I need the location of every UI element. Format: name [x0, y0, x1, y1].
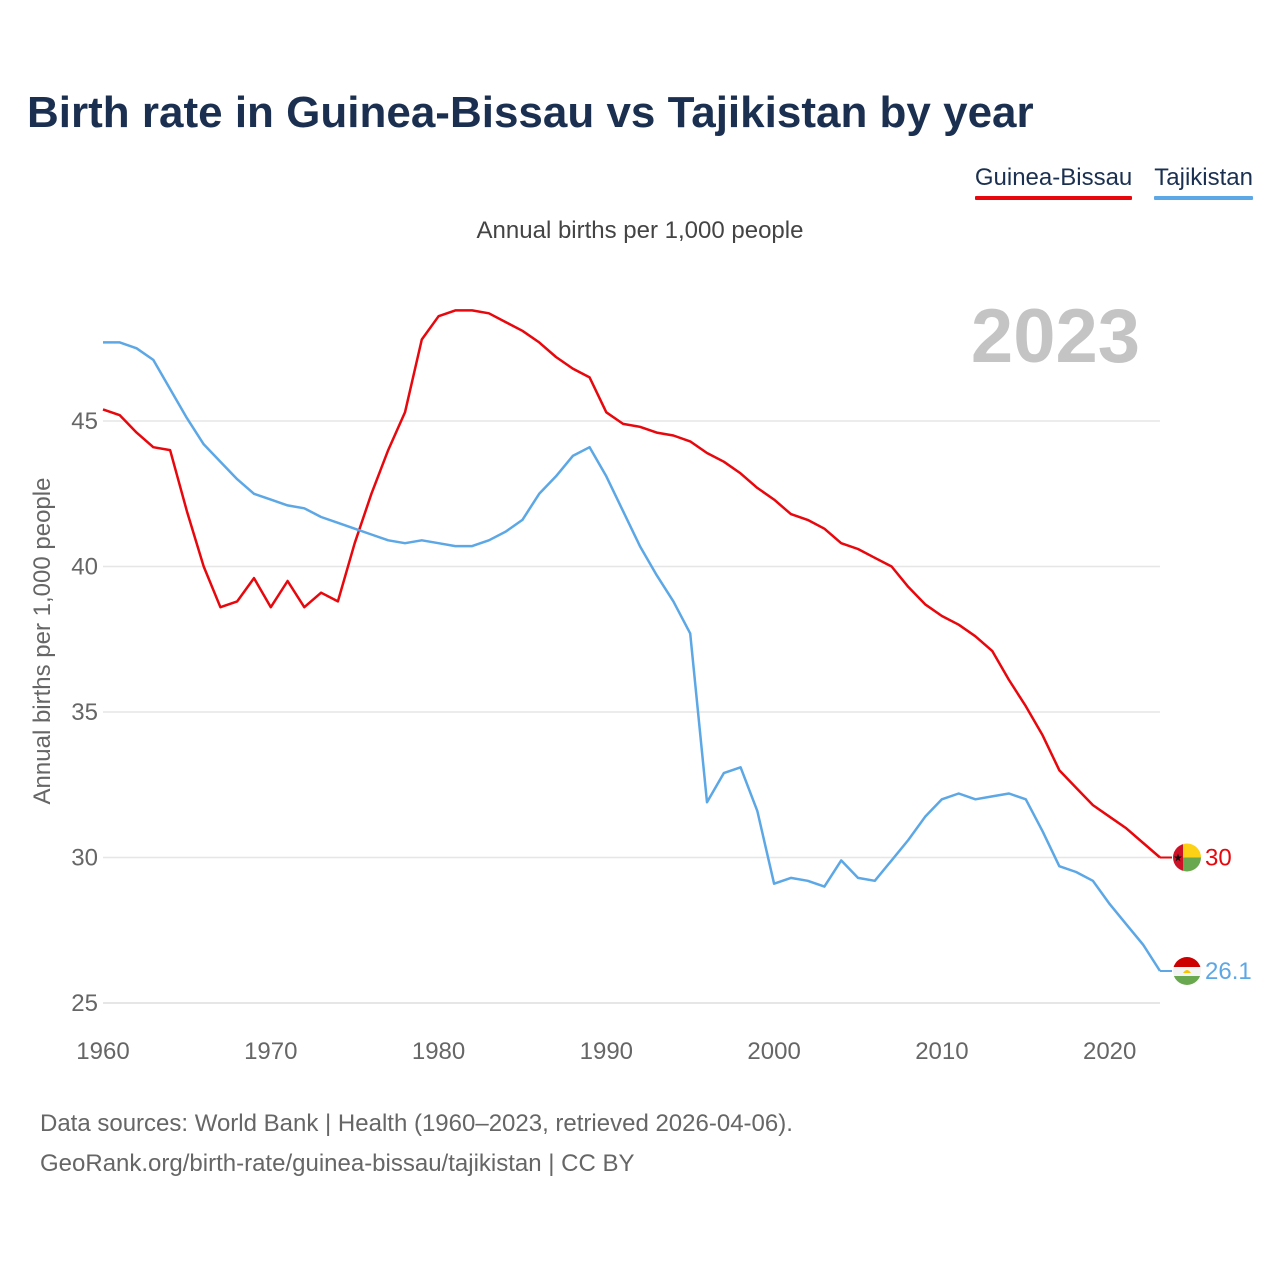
grid-lines	[103, 420, 1160, 1004]
guinea-bissau-flag-icon	[1173, 843, 1201, 872]
chart-subtitle: Annual births per 1,000 people	[476, 217, 804, 244]
x-tick-label: 1980	[412, 1038, 465, 1065]
series-lines	[102, 309, 1172, 972]
footer-link[interactable]: GeoRank.org/birth-rate/guinea-bissau/taj…	[40, 1150, 635, 1177]
y-axis-label: Annual births per 1,000 people	[29, 478, 56, 805]
y-axis-ticks: 25 30 35 40 45	[71, 408, 98, 1017]
x-tick-label: 2000	[747, 1038, 800, 1065]
legend-item-guinea-bissau[interactable]: Guinea-Bissau	[974, 164, 1133, 200]
x-tick-label: 1970	[244, 1038, 297, 1065]
y-tick-label: 25	[71, 990, 98, 1017]
year-watermark: 2023	[971, 294, 1140, 379]
end-value-label: 26.1	[1205, 958, 1252, 985]
legend-label-guinea-bissau: Guinea-Bissau	[974, 164, 1133, 191]
footer: Data sources: World Bank | Health (1960–…	[40, 1104, 793, 1184]
x-tick-label: 2020	[1083, 1038, 1136, 1065]
chart-title: Birth rate in Guinea-Bissau vs Tajikista…	[27, 88, 1034, 137]
x-tick-label: 1990	[580, 1038, 633, 1065]
legend-swatch-guinea-bissau	[974, 196, 1133, 200]
y-tick-label: 40	[71, 554, 98, 581]
end-value-label: 30	[1205, 845, 1232, 872]
series-line-guinea-bissau[interactable]	[102, 309, 1161, 859]
series-end-markers: 30 26.1	[1173, 843, 1252, 985]
legend-label-tajikistan: Tajikistan	[1154, 164, 1253, 191]
x-axis-ticks: 1960 1970 1980 1990 2000 2010 2020	[76, 1038, 1136, 1065]
legend: Guinea-Bissau Tajikistan	[974, 164, 1253, 200]
y-tick-label: 45	[71, 408, 98, 435]
series-line-tajikistan[interactable]	[103, 341, 1162, 972]
x-tick-label: 2010	[915, 1038, 968, 1065]
tajikistan-flag-icon	[1173, 957, 1201, 985]
legend-swatch-tajikistan	[1154, 196, 1253, 200]
footer-sources: Data sources: World Bank | Health (1960–…	[40, 1110, 793, 1137]
legend-item-tajikistan[interactable]: Tajikistan	[1154, 164, 1253, 200]
x-tick-label: 1960	[76, 1038, 129, 1065]
y-tick-label: 35	[71, 699, 98, 726]
y-tick-label: 30	[71, 845, 98, 872]
